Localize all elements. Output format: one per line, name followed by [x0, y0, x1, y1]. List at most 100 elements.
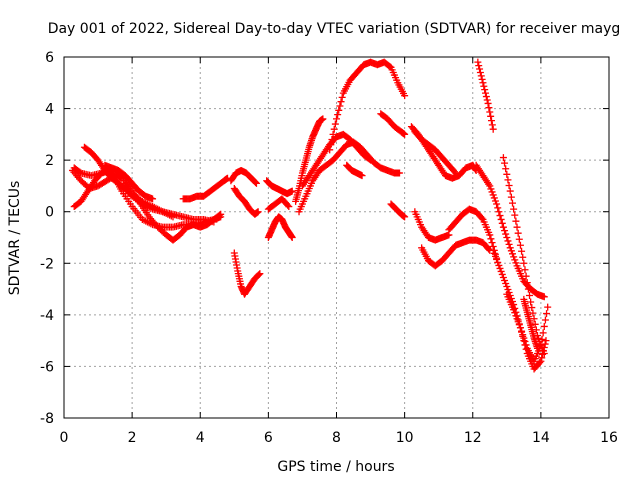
data-point — [512, 259, 520, 267]
data-point — [488, 188, 496, 196]
data-point — [478, 75, 486, 83]
data-point — [542, 337, 550, 345]
series-arc-6 — [179, 174, 231, 203]
data-point — [479, 79, 487, 87]
data-point — [496, 212, 504, 220]
series-arc-10 — [263, 177, 296, 198]
series-arc-17 — [343, 161, 366, 180]
data-point — [477, 72, 485, 80]
data-point — [503, 234, 511, 241]
data-point — [518, 247, 526, 255]
data-point — [365, 155, 373, 163]
data-point — [326, 146, 334, 154]
data-point — [252, 178, 260, 186]
data-point — [478, 214, 486, 222]
series-arc-29 — [503, 290, 550, 373]
data-point — [502, 279, 510, 287]
data-point — [510, 306, 518, 314]
y-tick-label: 6 — [45, 50, 54, 66]
data-point — [493, 200, 501, 208]
data-point — [499, 154, 507, 162]
data-point — [504, 286, 512, 294]
data-point — [508, 250, 516, 258]
series-arc-16 — [326, 58, 409, 154]
series-arc-12 — [264, 195, 293, 213]
y-tick-label: 4 — [45, 102, 54, 118]
data-point — [476, 65, 484, 73]
data-point — [544, 303, 552, 311]
data-point — [486, 182, 494, 190]
data-point — [513, 315, 521, 323]
data-point — [539, 329, 547, 337]
data-point — [255, 270, 263, 278]
data-point — [537, 357, 545, 365]
data-point — [521, 341, 529, 349]
data-point — [475, 62, 483, 70]
data-point — [505, 240, 513, 248]
x-tick-label: 6 — [264, 430, 273, 446]
data-point — [494, 204, 502, 212]
data-point — [489, 191, 497, 199]
data-point — [256, 270, 264, 278]
series-arc-24 — [445, 205, 501, 262]
data-point — [288, 187, 296, 195]
series-arc-21 — [411, 128, 460, 177]
data-point — [503, 282, 511, 290]
data-point — [284, 201, 292, 209]
data-point — [510, 205, 518, 213]
series-arc-30 — [520, 295, 541, 352]
x-axis-tick-labels: 0 2 4 6 8 10 12 14 16 — [60, 430, 618, 446]
data-point — [540, 293, 548, 301]
data-point — [487, 235, 495, 243]
data-point — [288, 234, 296, 241]
data-point — [502, 230, 510, 238]
data-point — [498, 219, 506, 227]
data-point — [493, 255, 501, 263]
data-point — [539, 347, 547, 355]
grid — [64, 57, 609, 418]
data-point — [499, 223, 507, 231]
y-tick-label: -2 — [40, 256, 54, 272]
data-point — [329, 130, 337, 138]
data-points — [69, 58, 552, 373]
data-point — [285, 203, 293, 211]
data-point — [452, 169, 460, 177]
data-point — [396, 169, 404, 177]
data-point — [338, 93, 346, 101]
series-arc-28 — [499, 154, 548, 358]
data-point — [501, 276, 509, 284]
data-point — [481, 86, 489, 94]
data-point — [504, 237, 512, 245]
data-point — [514, 229, 522, 237]
data-point — [536, 359, 544, 367]
data-point — [527, 298, 535, 306]
data-point — [519, 332, 527, 340]
y-tick-label: -4 — [40, 308, 54, 324]
series-arc-23 — [418, 236, 494, 270]
data-point — [401, 92, 409, 100]
data-point — [169, 213, 177, 221]
data-point — [489, 125, 497, 133]
data-point — [503, 170, 511, 178]
data-point — [526, 292, 534, 300]
data-point — [482, 93, 490, 101]
data-point — [498, 270, 506, 278]
series-arc-20 — [407, 123, 480, 182]
series-arc-9 — [230, 249, 264, 298]
data-point — [512, 312, 520, 320]
data-point — [497, 215, 505, 223]
data-point — [328, 136, 336, 144]
data-point — [511, 309, 519, 317]
data-point — [335, 106, 343, 114]
data-point — [401, 213, 409, 221]
x-tick-label: 4 — [196, 430, 205, 446]
plot-frame — [63, 56, 610, 419]
data-point — [486, 231, 494, 239]
data-point — [491, 252, 499, 260]
data-point — [482, 89, 490, 97]
data-point — [522, 272, 530, 280]
data-point — [491, 197, 499, 205]
x-tick-label: 0 — [60, 430, 69, 446]
data-point — [331, 120, 339, 128]
data-point — [523, 279, 531, 287]
